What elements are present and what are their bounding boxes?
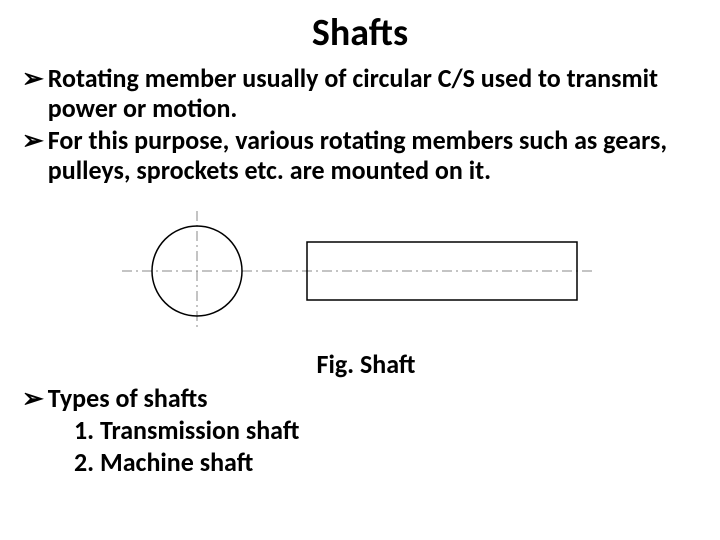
figure-caption: Fig. Shaft bbox=[22, 348, 710, 380]
bullet-icon: ➢ bbox=[22, 64, 44, 94]
types-heading: Types of shafts bbox=[48, 384, 710, 414]
content-area: ➢ Rotating member usually of circular C/… bbox=[0, 64, 720, 478]
numbered-item: 2. Machine shaft bbox=[22, 447, 710, 478]
bullet-item: ➢ Types of shafts bbox=[22, 384, 710, 414]
bullet-text: Rotating member usually of circular C/S … bbox=[48, 64, 710, 124]
bullet-item: ➢ For this purpose, various rotating mem… bbox=[22, 126, 710, 186]
figure-area bbox=[22, 206, 710, 336]
bullet-item: ➢ Rotating member usually of circular C/… bbox=[22, 64, 710, 124]
bullet-text: For this purpose, various rotating membe… bbox=[48, 126, 710, 186]
slide-title: Shafts bbox=[0, 0, 720, 64]
bullet-icon: ➢ bbox=[22, 126, 44, 156]
shaft-diagram bbox=[122, 206, 602, 336]
bullet-icon: ➢ bbox=[22, 384, 44, 414]
numbered-item: 1. Transmission shaft bbox=[22, 415, 710, 446]
